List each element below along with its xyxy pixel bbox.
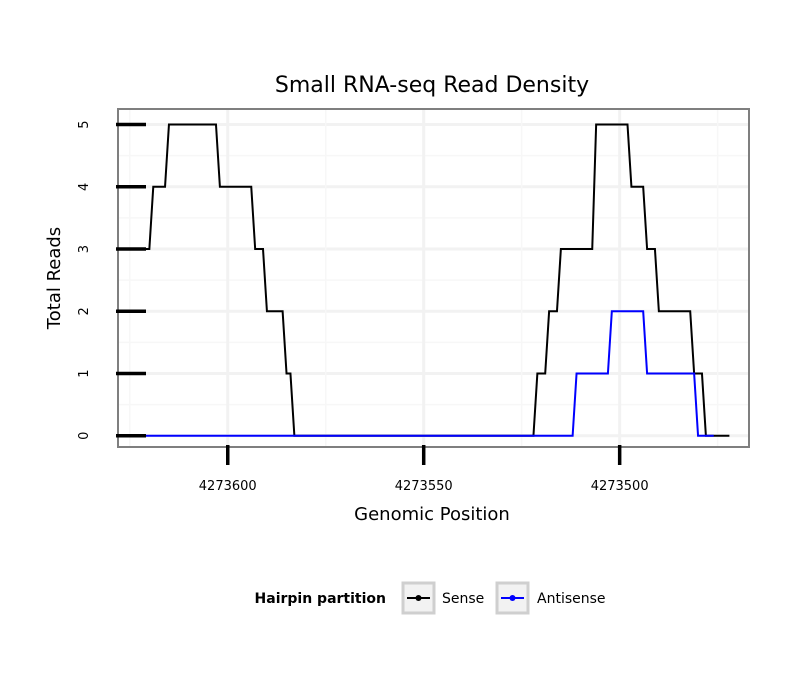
x-axis-label: Genomic Position bbox=[354, 504, 510, 525]
series-layer bbox=[118, 123, 730, 437]
y-tick-label: 0 bbox=[77, 432, 92, 440]
legend-point-sense bbox=[415, 595, 422, 601]
legend-label-sense: Sense bbox=[442, 591, 484, 607]
series-line-sense bbox=[118, 123, 730, 437]
y-tick-label: 5 bbox=[77, 120, 92, 128]
legend-label-antisense: Antisense bbox=[537, 591, 606, 607]
legend-point-antisense bbox=[509, 595, 516, 601]
legend-title: Hairpin partition bbox=[255, 591, 386, 607]
x-tick-label: 4273500 bbox=[591, 479, 649, 494]
y-axis-label: Total Reads bbox=[44, 227, 65, 330]
y-tick-label: 4 bbox=[77, 183, 92, 191]
x-tick-label: 4273600 bbox=[199, 479, 257, 494]
y-tick-label: 3 bbox=[77, 245, 92, 253]
x-tick-label: 4273550 bbox=[395, 479, 453, 494]
series-line-antisense bbox=[118, 310, 714, 437]
axis-ticks: 0 1 2 3 4 5 4273600 4273550 4273500 bbox=[77, 120, 649, 494]
chart-title: Small RNA-seq Read Density bbox=[275, 73, 589, 98]
y-tick-label: 1 bbox=[77, 369, 92, 377]
y-tick-label: 2 bbox=[77, 307, 92, 315]
legend: Hairpin partition Sense Antisense bbox=[255, 581, 606, 615]
grid bbox=[118, 109, 749, 447]
plot-panel bbox=[117, 108, 750, 448]
